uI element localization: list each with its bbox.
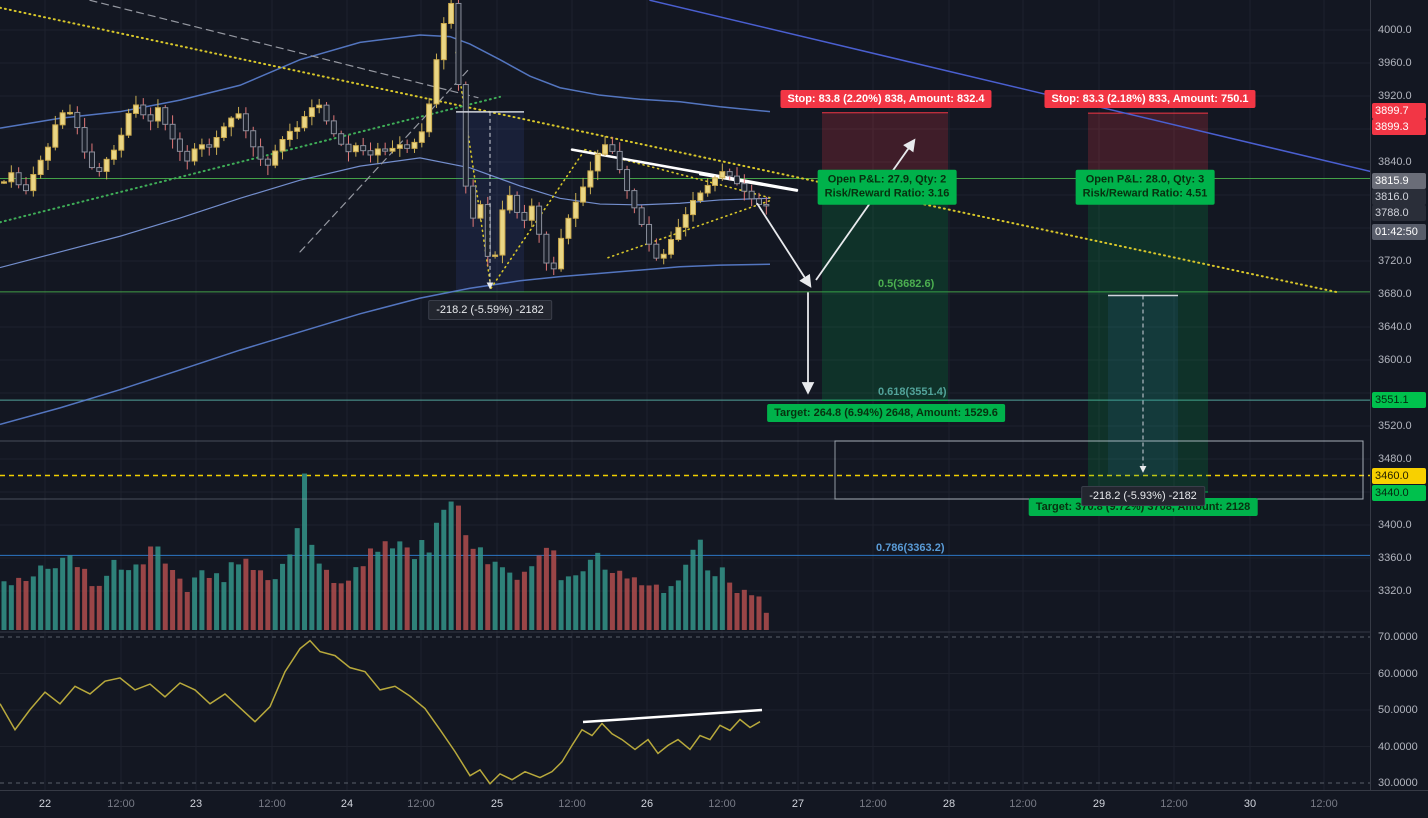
open-pnl-line: Open P&L: 28.0, Qty: 3 [1085, 173, 1205, 186]
time-label: 12:00 [859, 798, 887, 810]
time-label: 12:00 [258, 798, 286, 810]
candlestick-series [1, 0, 770, 276]
gray-dashed-uptrend[interactable] [299, 67, 471, 253]
time-label: 12:00 [708, 798, 736, 810]
target-zone[interactable] [822, 181, 948, 401]
yellow-dotted-downtrend[interactable] [0, 6, 1339, 294]
time-label: 28 [942, 798, 956, 810]
price-axis-chip: 3788.0 [1372, 205, 1426, 221]
price-tick-label: 3960.0 [1378, 57, 1412, 69]
price-tick-label: 3720.0 [1378, 255, 1412, 267]
time-label: 12:00 [1160, 798, 1188, 810]
time-label: 30 [1243, 798, 1257, 810]
open-pnl-label-2[interactable]: Open P&L: 28.0, Qty: 3 Risk/Reward Ratio… [1075, 169, 1215, 205]
gray-dashed-downtrend[interactable] [89, 0, 479, 99]
time-label: 12:00 [1310, 798, 1338, 810]
target-label-1[interactable]: Target: 264.8 (6.94%) 2648, Amount: 1529… [767, 404, 1005, 422]
price-tick-label: 3520.0 [1378, 420, 1412, 432]
measure-label-2: -218.2 (-5.93%) -2182 [1081, 486, 1205, 506]
arrow-down-to-fib[interactable] [756, 202, 812, 288]
yellow-triangle-lower[interactable] [607, 199, 773, 259]
price-tick-label: 3600.0 [1378, 354, 1412, 366]
price-axis-chip: 3440.0 [1372, 485, 1426, 501]
volume-series [1, 473, 769, 630]
price-axis-chip: 01:42:50 [1372, 224, 1426, 240]
oscillator-tick-label: 50.0000 [1378, 704, 1418, 716]
yellow-triangle-upper[interactable] [584, 148, 773, 200]
arrow-up-projection[interactable] [815, 138, 916, 281]
price-tick-label: 3680.0 [1378, 288, 1412, 300]
white-trendline-b[interactable] [699, 173, 798, 192]
time-label: 25 [490, 798, 504, 810]
price-axis-chip: 3816.0 [1372, 189, 1426, 205]
price-tick-label: 3640.0 [1378, 321, 1412, 333]
risk-reward-line: Risk/Reward Ratio: 4.51 [1082, 188, 1208, 200]
open-pnl-label-1[interactable]: Open P&L: 27.9, Qty: 2 Risk/Reward Ratio… [817, 169, 957, 205]
time-label: 29 [1092, 798, 1106, 810]
oscillator-tick-label: 60.0000 [1378, 667, 1418, 680]
time-label: 12:00 [558, 798, 586, 810]
price-tick-label: 3400.0 [1378, 519, 1412, 531]
time-label: 12:00 [107, 798, 135, 810]
time-label: 26 [640, 798, 654, 810]
blue-diagonal-trendline[interactable] [649, 0, 1428, 186]
horizontal-level-lines [0, 178, 1370, 556]
price-axis-chip: 3460.0 [1372, 468, 1426, 484]
yellow-zigzag-down[interactable] [455, 51, 492, 290]
arrow-drawings [756, 138, 916, 395]
yellow-zigzag-up[interactable] [490, 148, 586, 290]
target-zone[interactable] [1088, 181, 1208, 492]
rsi-line [0, 639, 761, 785]
price-tick-label: 3360.0 [1378, 552, 1412, 564]
green-dotted-uptrend[interactable] [0, 95, 501, 224]
moving-average-bands [0, 34, 771, 426]
oscillator-tick-label: 70.0000 [1378, 631, 1418, 643]
time-label: 23 [189, 798, 203, 810]
price-tick-label: 3320.0 [1378, 585, 1412, 597]
time-label: 22 [38, 798, 52, 810]
oscillator-pane [0, 639, 763, 785]
price-tick-label: 4000.0 [1378, 24, 1412, 36]
price-tick-label: 3840.0 [1378, 156, 1412, 168]
oscillator-tick-label: 30.0000 [1378, 777, 1418, 789]
oscillator-trendline[interactable] [582, 708, 763, 724]
stop-label-2[interactable]: Stop: 83.3 (2.18%) 833, Amount: 750.1 [1044, 90, 1256, 108]
risk-reward-line: Risk/Reward Ratio: 3.16 [824, 188, 950, 200]
measure-tools [456, 111, 1178, 473]
price-tick-label: 3480.0 [1378, 453, 1412, 465]
time-axis[interactable]: 22 12:00 23 12:00 24 12:00 25 12:00 26 12:00 27 12:… [0, 790, 1428, 818]
time-label: 24 [340, 798, 354, 810]
price-tick-label: 3920.0 [1378, 90, 1412, 102]
oscillator-tick-label: 40.0000 [1378, 740, 1418, 753]
price-axis-chip: 3899.7 [1372, 103, 1426, 119]
price-axis-chip: 3899.3 [1372, 119, 1426, 135]
time-label: 27 [791, 798, 805, 810]
time-label: 12:00 [407, 798, 435, 810]
price-axis[interactable]: 4000.0 3960.0 3920.0 3840.0 3720.0 3680.0 3640… [1370, 0, 1428, 790]
time-label: 12:00 [1009, 798, 1037, 810]
stop-label-1[interactable]: Stop: 83.8 (2.20%) 838, Amount: 832.4 [780, 90, 992, 108]
price-axis-chip: 3551.1 [1372, 392, 1426, 408]
trendline-drawings [0, 0, 1428, 294]
open-pnl-line: Open P&L: 27.9, Qty: 2 [827, 173, 947, 186]
measure-label-1: -218.2 (-5.59%) -2182 [428, 300, 552, 320]
price-axis-chip: 3815.9 [1372, 173, 1426, 189]
white-trendline-a[interactable] [570, 148, 799, 192]
